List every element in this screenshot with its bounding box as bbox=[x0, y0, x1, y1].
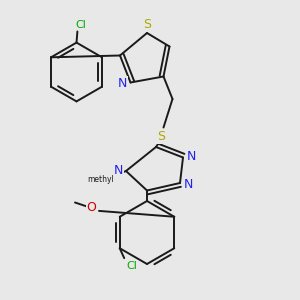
Text: methyl: methyl bbox=[87, 176, 114, 184]
Text: O: O bbox=[87, 201, 96, 214]
Text: Cl: Cl bbox=[126, 261, 137, 271]
Text: S: S bbox=[143, 18, 151, 31]
Text: S: S bbox=[157, 130, 165, 143]
Text: N: N bbox=[184, 178, 193, 191]
Text: N: N bbox=[114, 164, 123, 177]
Text: Cl: Cl bbox=[76, 20, 86, 30]
Text: N: N bbox=[187, 150, 196, 163]
Text: N: N bbox=[117, 76, 127, 90]
